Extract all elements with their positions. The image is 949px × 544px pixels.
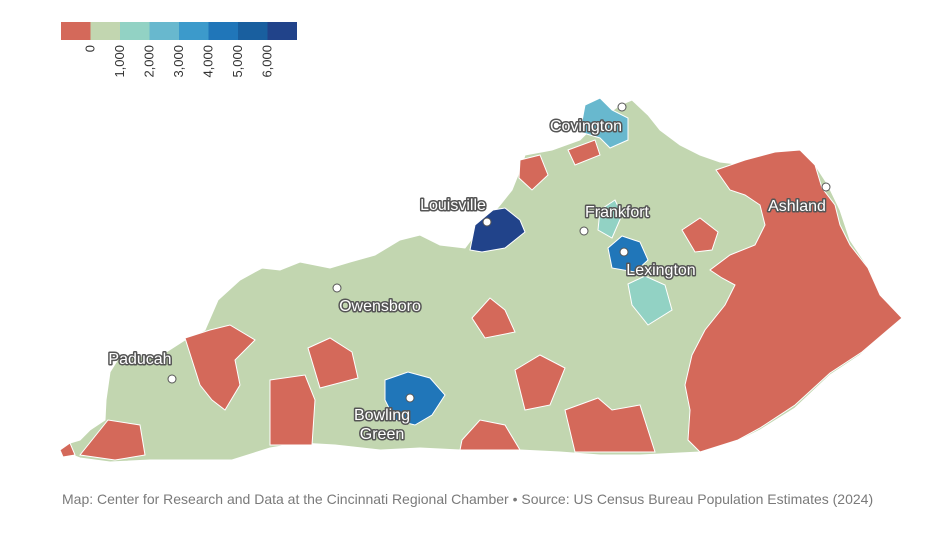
county-covington-area bbox=[579, 97, 629, 149]
county-red-east-2 bbox=[681, 217, 719, 253]
legend-label: 4,000 bbox=[201, 45, 216, 78]
city-marker-ashland bbox=[821, 182, 831, 192]
city-label-paducah: Paducah bbox=[108, 351, 171, 368]
city-marker-frankfort bbox=[579, 226, 589, 236]
county-red-south-central bbox=[514, 354, 566, 411]
county-red-north-1 bbox=[518, 154, 549, 191]
city-labels: Covington Louisville Frankfort Ashland Lexin… bbox=[107, 117, 828, 445]
legend-swatch bbox=[179, 22, 209, 40]
city-label-ashland: Ashland bbox=[768, 198, 826, 215]
legend-label: 6,000 bbox=[260, 45, 275, 78]
city-label-frankfort: Frankfort bbox=[585, 204, 650, 221]
city-label-owensboro: Owensboro bbox=[339, 298, 421, 315]
city-label-covington: Covington bbox=[550, 118, 622, 135]
declining-counties bbox=[59, 139, 903, 461]
legend-swatch bbox=[61, 22, 91, 40]
legend-label: 5,000 bbox=[230, 45, 245, 78]
map-credit: Map: Center for Research and Data at the… bbox=[62, 491, 874, 507]
legend-label: 1,000 bbox=[112, 45, 127, 78]
legend-swatch bbox=[90, 22, 120, 40]
legend-label: 3,000 bbox=[171, 45, 186, 78]
county-red-far-west bbox=[59, 442, 76, 458]
county-bowling-green bbox=[384, 371, 446, 426]
city-marker-louisville bbox=[482, 217, 492, 227]
city-label-louisville: Louisville bbox=[420, 197, 486, 214]
legend-swatch bbox=[120, 22, 150, 40]
city-marker-lexington bbox=[619, 247, 629, 257]
county-red-west-1 bbox=[269, 374, 316, 446]
legend: 0 1,000 2,000 3,000 4,000 5,000 6,000 bbox=[61, 22, 297, 78]
city-marker-owensboro bbox=[332, 283, 342, 293]
legend-label: 2,000 bbox=[142, 45, 157, 78]
legend-swatch bbox=[267, 22, 297, 40]
legend-label: 0 bbox=[83, 45, 98, 52]
county-red-west-central bbox=[307, 337, 359, 389]
city-marker-bowling-green bbox=[405, 393, 415, 403]
county-red-west-2 bbox=[184, 324, 256, 411]
county-red-south-2 bbox=[459, 419, 521, 451]
city-marker-paducah bbox=[167, 374, 177, 384]
city-label-bowling-green: Bowling Green bbox=[354, 407, 410, 443]
county-red-south-1 bbox=[564, 397, 656, 453]
legend-swatch bbox=[208, 22, 238, 40]
county-red-central bbox=[471, 297, 516, 339]
city-label-lexington: Lexington bbox=[626, 262, 695, 279]
city-markers bbox=[167, 102, 831, 403]
county-red-southwest bbox=[79, 419, 146, 461]
city-marker-covington bbox=[617, 102, 627, 112]
county-madison bbox=[627, 275, 673, 326]
county-frankfort-area bbox=[597, 199, 623, 239]
legend-swatch bbox=[149, 22, 179, 40]
county-red-east-region bbox=[684, 149, 903, 453]
county-red-north-2 bbox=[567, 139, 601, 166]
legend-swatch bbox=[238, 22, 268, 40]
